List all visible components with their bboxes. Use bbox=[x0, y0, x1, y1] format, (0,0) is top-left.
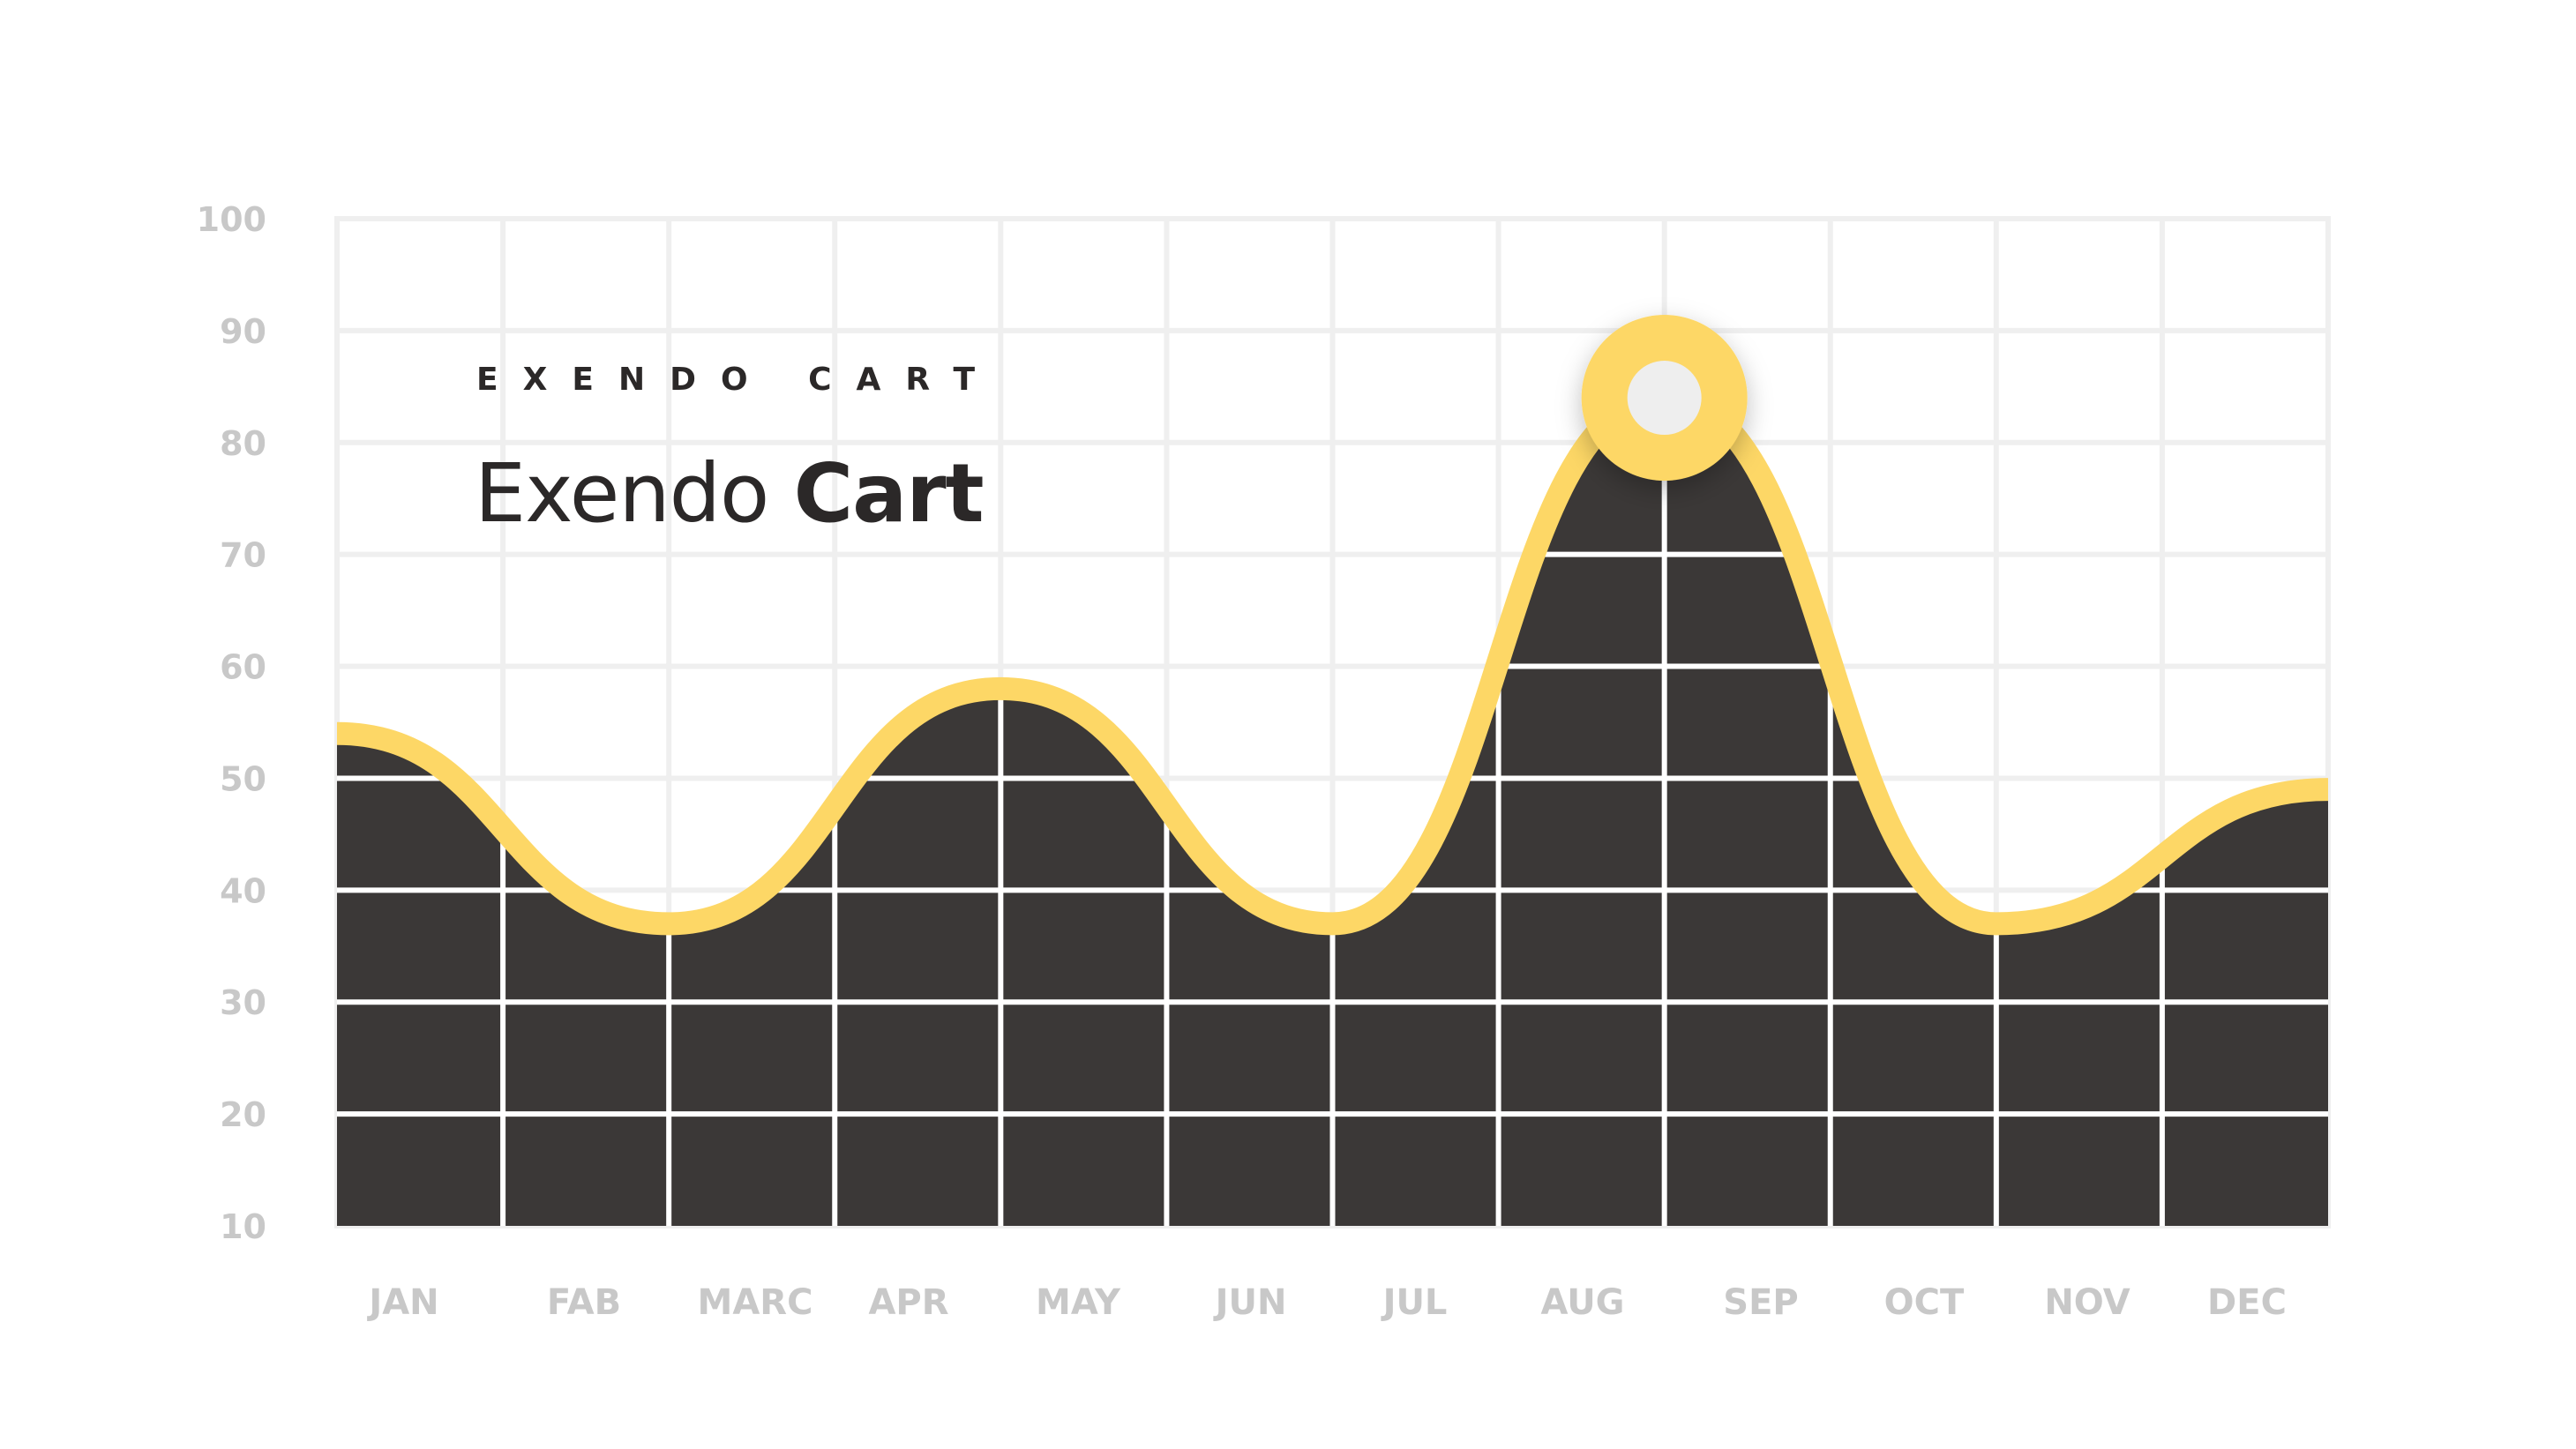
y-tick-label: 50 bbox=[220, 759, 266, 798]
series-line-path bbox=[337, 386, 2328, 936]
y-axis-labels: 10 20 30 40 50 60 70 80 90 100 bbox=[197, 200, 266, 1246]
series-line bbox=[337, 386, 2328, 936]
x-tick-label: NOV bbox=[2044, 1282, 2130, 1323]
x-tick-label: FAB bbox=[547, 1282, 621, 1323]
x-tick-label: MAY bbox=[1036, 1282, 1121, 1323]
y-tick-label: 20 bbox=[220, 1095, 266, 1134]
chart-heading: Exendo Cart bbox=[475, 446, 985, 541]
x-tick-label: JUL bbox=[1381, 1282, 1448, 1323]
peak-marker-center bbox=[1627, 361, 1702, 436]
y-tick-label: 70 bbox=[220, 536, 266, 575]
x-tick-label: MARC bbox=[698, 1282, 813, 1323]
x-axis-labels: JAN FAB MARC APR MAY JUN JUL AUG SEP OCT NOV DEC bbox=[366, 1282, 2287, 1323]
y-tick-label: 30 bbox=[220, 983, 266, 1022]
x-tick-label: APR bbox=[868, 1282, 948, 1323]
x-tick-label: OCT bbox=[1884, 1282, 1965, 1323]
x-tick-label: AUG bbox=[1540, 1282, 1624, 1323]
y-tick-label: 40 bbox=[220, 871, 266, 910]
x-tick-label: JUN bbox=[1213, 1282, 1287, 1323]
peak-marker bbox=[1581, 315, 1748, 482]
chart-kicker: EXENDO CART bbox=[476, 362, 1000, 398]
x-tick-label: DEC bbox=[2207, 1282, 2287, 1323]
x-tick-label: JAN bbox=[366, 1282, 438, 1323]
y-tick-label: 80 bbox=[220, 424, 266, 463]
y-tick-label: 10 bbox=[220, 1207, 266, 1246]
x-tick-label: SEP bbox=[1723, 1282, 1798, 1323]
chart-heading-bold: Cart bbox=[793, 446, 985, 541]
y-tick-label: 60 bbox=[220, 648, 266, 687]
y-tick-label: 90 bbox=[220, 312, 266, 351]
y-tick-label: 100 bbox=[197, 200, 266, 239]
chart-heading-light: Exendo bbox=[475, 446, 769, 541]
